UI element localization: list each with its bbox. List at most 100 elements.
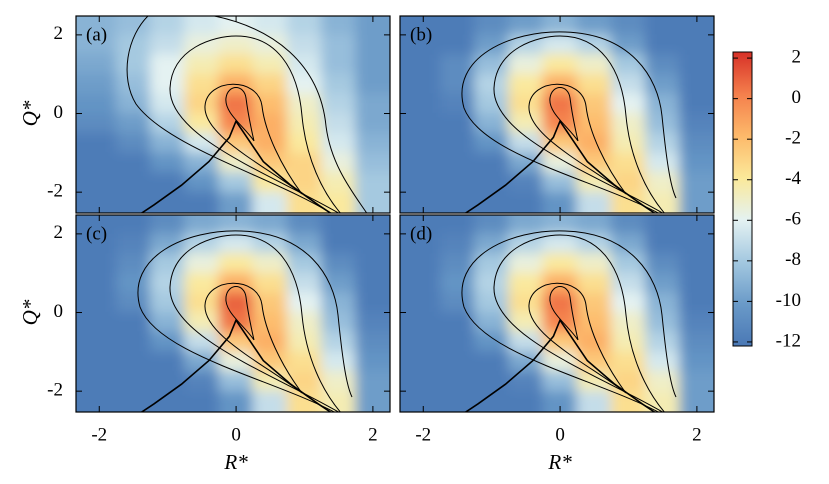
heat-cell [115,54,152,75]
heat-cell [400,390,441,412]
heat-cell [355,16,390,36]
heat-cell [645,331,681,353]
heat-cell [645,233,681,255]
colorbar-tick-label: -12 [776,330,801,351]
heat-cell [218,113,254,134]
heat-cell [508,152,544,173]
heat-cell [576,16,612,36]
heat-cell [218,152,254,173]
heat-cell [115,233,152,255]
heat-cell [542,152,578,173]
x-tick-label: 0 [555,424,565,445]
heat-cell [610,312,647,333]
heat-cell [645,370,681,392]
heat-cell [76,171,117,193]
heat-cell [150,16,186,36]
heat-cell [76,272,117,294]
heat-cell [439,171,476,193]
heat-cell [115,34,152,56]
heat-cell [184,312,220,333]
colorbar [732,51,753,347]
heat-cell [679,390,714,412]
heat-cell [115,253,152,274]
heat-cell [355,390,390,412]
heat-cell [150,292,186,314]
heat-cell [218,331,254,353]
heat-cell [610,351,647,372]
heat-cell [474,171,510,193]
heat-cell [474,331,510,353]
heat-cell [679,152,714,173]
heat-cell [115,272,152,294]
heat-cell [576,272,612,294]
heat-cell [474,93,510,115]
heat-cell [439,351,476,372]
heat-cell [679,351,714,372]
heat-cell [321,34,357,56]
heat-cell [218,370,254,392]
heat-cell [321,113,357,134]
heat-cell [610,390,647,412]
y-tick-label: 2 [54,222,64,243]
heat-cell [286,16,323,36]
heat-cell [355,132,390,154]
heat-cell [355,191,390,213]
heat-cell [542,16,578,36]
heat-cell [150,272,186,294]
heat-cell [355,171,390,193]
heat-cell [610,113,647,134]
heat-cell [76,191,117,213]
heat-cell [76,54,117,75]
heat-cell [542,312,578,333]
heat-cell [542,233,578,255]
heat-cell [76,152,117,173]
heat-cell [542,113,578,134]
y-tick-label: -2 [47,181,63,202]
heat-cell [115,152,152,173]
heatmap [76,16,390,213]
heat-cell [610,16,647,36]
heat-cell [150,253,186,274]
heat-cell [576,132,612,154]
heat-cell [679,16,714,36]
heat-cell [321,132,357,154]
heat-cell [286,351,323,372]
heat-cell [610,93,647,115]
heat-cell [439,292,476,314]
heat-cell [355,73,390,95]
heat-cell [400,292,441,314]
heat-cell [184,292,220,314]
heat-cell [355,93,390,115]
colorbar-tick-label: -8 [785,249,801,270]
heat-cell [218,253,254,274]
panel-frame [399,214,715,413]
heat-cell [474,253,510,274]
heat-cell [184,34,220,56]
heat-cell [508,34,544,56]
heat-cell [610,272,647,294]
heatmap-clip [76,16,390,213]
heat-cell [252,215,288,235]
heat-cell [184,93,220,115]
heat-cell [508,93,544,115]
heat-cell [474,233,510,255]
heat-cell [400,312,441,333]
heat-cell [439,215,476,235]
heat-cell [679,292,714,314]
heat-cell [474,73,510,95]
heat-cell [400,253,441,274]
heat-cell [321,370,357,392]
heat-cell [115,331,152,353]
heat-cell [576,54,612,75]
heat-cell [321,215,357,235]
heat-cell [252,390,288,412]
heat-cell [286,292,323,314]
heat-cell [400,233,441,255]
heat-cell [355,331,390,353]
heat-cell [679,93,714,115]
heat-cell [400,73,441,95]
heat-cell [76,215,117,235]
panel: (d) -2 0 2 R* [399,214,715,474]
heat-cell [542,93,578,115]
